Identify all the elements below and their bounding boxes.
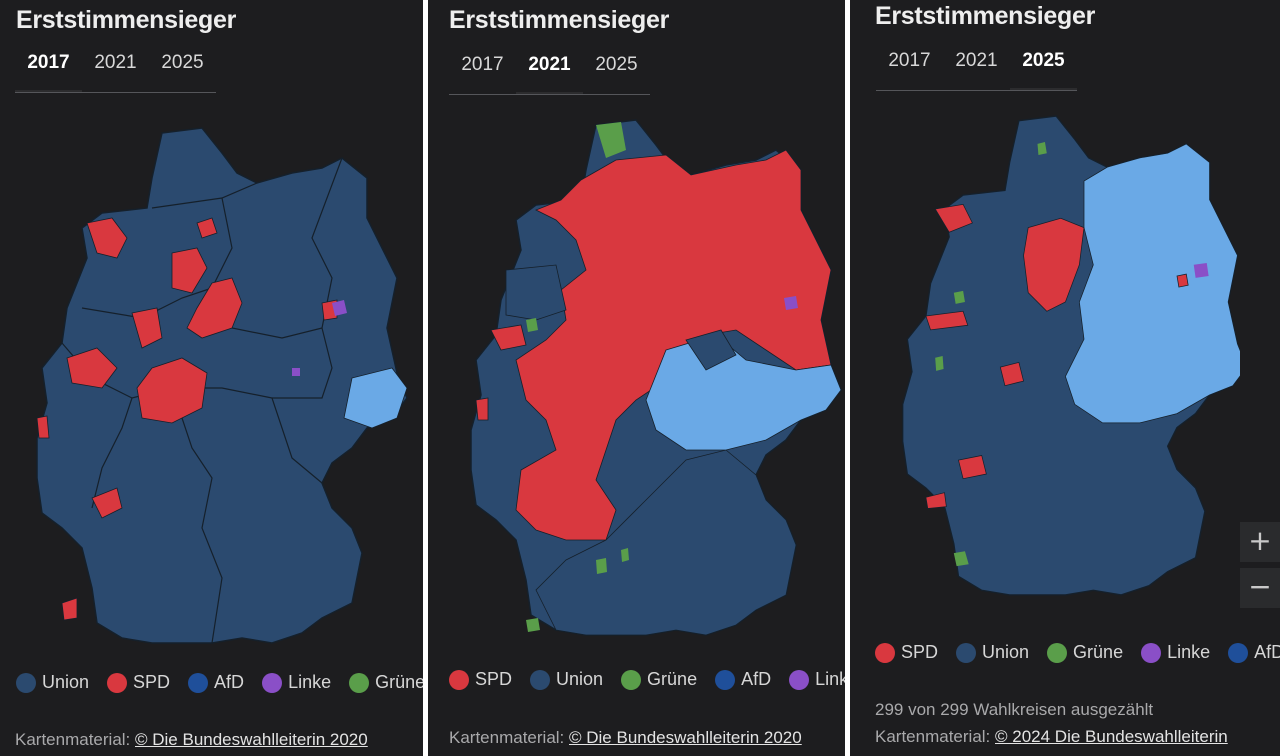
- afd-east: [1064, 143, 1240, 424]
- legend-dot: [16, 672, 36, 693]
- legend-dot: [1141, 642, 1162, 663]
- legend-item-union: Union: [956, 642, 1029, 663]
- zoom-in-button[interactable]: +: [1240, 522, 1280, 562]
- tab-2025[interactable]: 2025: [595, 54, 638, 75]
- panel-title: Erststimmensieger: [449, 6, 669, 34]
- legend-item-linke: Linke: [262, 672, 331, 693]
- year-tabs: 2017 2021 2025: [876, 44, 1077, 91]
- legend-item-afd: AfD: [1228, 642, 1280, 663]
- map-credit: Kartenmaterial: © Die Bundeswahlleiterin…: [15, 730, 368, 749]
- map-legend: Union SPD AfD Linke Grüne: [16, 672, 423, 693]
- legend-item-linke: Linke: [1141, 642, 1210, 663]
- legend-item-spd: SPD: [875, 642, 938, 663]
- spd-districts: [36, 217, 338, 621]
- legend-dot: [449, 669, 469, 690]
- spd-districts: [925, 203, 1189, 509]
- linke-berlin: [1193, 262, 1209, 278]
- zoom-out-button[interactable]: −: [1240, 568, 1280, 608]
- map-panel-2021: Erststimmensieger 2017 2021 2025: [428, 0, 845, 756]
- legend-dot: [1228, 642, 1249, 663]
- count-status: 299 von 299 Wahlkreisen ausgezählt: [875, 700, 1154, 719]
- map-panel-2025: Erststimmensieger 2017 2021 2025: [850, 0, 1280, 756]
- tab-2021[interactable]: 2021: [94, 52, 137, 73]
- map-panel-2017: Erststimmensieger 2017 2021 2025: [0, 0, 423, 756]
- tab-2017[interactable]: 2017: [15, 46, 82, 92]
- legend-dot: [530, 669, 551, 690]
- legend-dot: [621, 669, 642, 690]
- germany-map-2025[interactable]: [850, 110, 1240, 630]
- germany-map-2017[interactable]: [0, 110, 423, 660]
- legend-item-afd: AfD: [188, 672, 244, 693]
- legend-dot: [262, 672, 283, 693]
- map-legend: SPD Union Grüne AfD Linke: [449, 669, 845, 690]
- linke-berlin: [784, 296, 798, 310]
- spd-districts: [475, 149, 832, 541]
- legend-dot: [715, 669, 736, 690]
- legend-dot: [107, 672, 128, 693]
- legend-item-spd: SPD: [449, 669, 512, 690]
- legend-dot: [956, 642, 977, 663]
- tab-2021[interactable]: 2021: [516, 48, 583, 94]
- legend-item-gruene: Grüne: [349, 672, 423, 693]
- map-legend: SPD Union Grüne Linke AfD: [875, 642, 1280, 663]
- panel-title: Erststimmensieger: [16, 6, 236, 34]
- union-thuringia-pocket: [685, 329, 737, 371]
- germany-map-2021[interactable]: [428, 110, 845, 660]
- legend-item-spd: SPD: [107, 672, 170, 693]
- tab-2025[interactable]: 2025: [1010, 44, 1077, 90]
- legend-dot: [789, 669, 810, 690]
- credit-link[interactable]: © 2024 Die Bundeswahlleiterin: [995, 727, 1228, 746]
- credit-link[interactable]: © Die Bundeswahlleiterin 2020: [135, 730, 368, 749]
- panel-title: Erststimmensieger: [875, 2, 1095, 30]
- germany-outline: [36, 127, 408, 644]
- linke-district-2: [292, 368, 300, 376]
- afd-east: [645, 334, 842, 451]
- tab-2025[interactable]: 2025: [161, 52, 204, 73]
- gruene-districts: [526, 318, 629, 632]
- legend-item-gruene: Grüne: [621, 669, 697, 690]
- legend-item-linke: Linke: [789, 669, 845, 690]
- union-west-core: [505, 264, 567, 321]
- tab-2017[interactable]: 2017: [461, 54, 504, 75]
- afd-districts: [343, 367, 408, 429]
- legend-dot: [349, 672, 370, 693]
- legend-item-union: Union: [16, 672, 89, 693]
- year-tabs: 2017 2021 2025: [449, 48, 650, 95]
- legend-dot: [1047, 642, 1068, 663]
- linke-district: [332, 300, 347, 316]
- tab-2021[interactable]: 2021: [955, 50, 998, 71]
- year-tabs: 2017 2021 2025: [15, 46, 216, 93]
- tab-2017[interactable]: 2017: [888, 50, 931, 71]
- credit-link[interactable]: © Die Bundeswahlleiterin 2020: [569, 728, 802, 747]
- map-credit: Kartenmaterial: © Die Bundeswahlleiterin…: [449, 728, 802, 747]
- gruene-districts: [935, 142, 1047, 567]
- legend-item-gruene: Grüne: [1047, 642, 1123, 663]
- legend-dot: [875, 642, 895, 663]
- legend-item-union: Union: [530, 669, 603, 690]
- legend-item-afd: AfD: [715, 669, 771, 690]
- legend-dot: [188, 672, 209, 693]
- gruene-north: [596, 122, 626, 158]
- union-south: [535, 449, 797, 636]
- map-credit: Kartenmaterial: © 2024 Die Bundeswahllei…: [875, 727, 1228, 746]
